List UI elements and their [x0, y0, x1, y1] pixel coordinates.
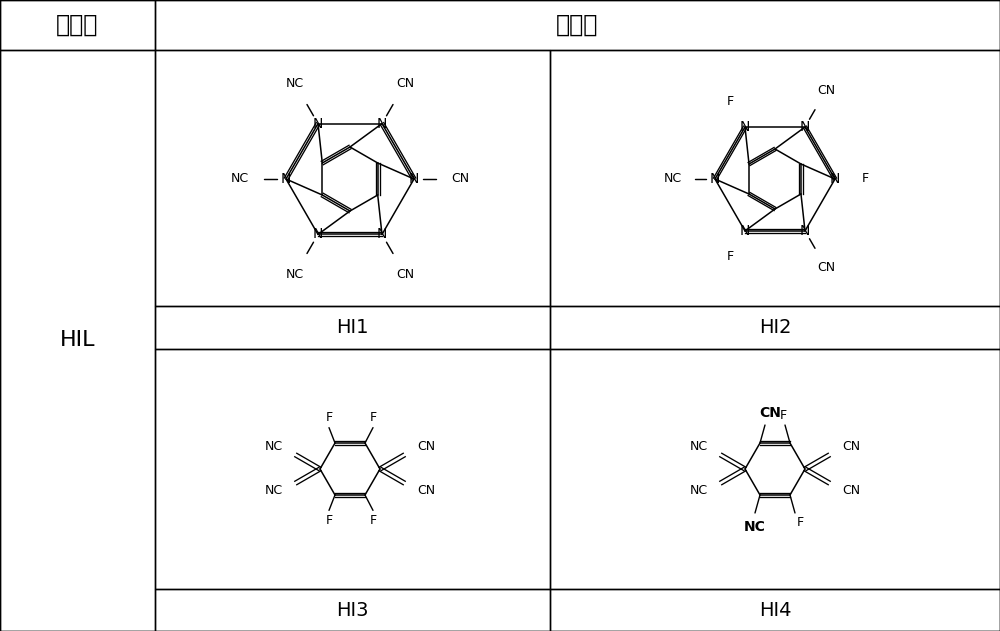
Text: CN: CN	[817, 84, 835, 97]
Text: NC: NC	[231, 172, 249, 186]
Text: HIL: HIL	[60, 331, 95, 350]
Text: F: F	[726, 95, 734, 107]
Text: N: N	[800, 120, 810, 134]
Text: CN: CN	[842, 440, 860, 454]
Text: CN: CN	[396, 77, 414, 90]
Text: HI1: HI1	[336, 318, 369, 337]
Text: F: F	[779, 408, 787, 422]
Text: N: N	[377, 227, 387, 242]
Text: N: N	[800, 224, 810, 238]
Text: N: N	[409, 172, 419, 186]
Text: N: N	[313, 117, 323, 131]
Text: NC: NC	[690, 440, 708, 454]
Text: F: F	[369, 411, 377, 423]
Text: F: F	[369, 514, 377, 528]
Text: CN: CN	[417, 440, 435, 454]
Text: HI3: HI3	[336, 601, 369, 620]
Text: F: F	[726, 251, 734, 263]
Text: 功能层: 功能层	[56, 13, 99, 37]
Text: N: N	[830, 172, 840, 186]
Text: CN: CN	[396, 268, 414, 281]
Text: F: F	[325, 411, 333, 423]
Text: CN: CN	[451, 172, 469, 186]
Text: N: N	[313, 227, 323, 242]
Text: N: N	[740, 224, 750, 238]
Text: NC: NC	[265, 485, 283, 497]
Text: CN: CN	[417, 485, 435, 497]
Text: NC: NC	[265, 440, 283, 454]
Text: N: N	[710, 172, 720, 186]
Text: NC: NC	[286, 268, 304, 281]
Text: F: F	[861, 172, 869, 186]
Text: CN: CN	[842, 485, 860, 497]
Text: NC: NC	[690, 485, 708, 497]
Text: NC: NC	[664, 172, 682, 186]
Text: 结构式: 结构式	[556, 13, 599, 37]
Text: F: F	[796, 517, 804, 529]
Text: NC: NC	[286, 77, 304, 90]
Text: N: N	[281, 172, 291, 186]
Text: NC: NC	[744, 520, 766, 534]
Text: HI2: HI2	[759, 318, 791, 337]
Text: CN: CN	[759, 406, 781, 420]
Text: F: F	[325, 514, 333, 528]
Text: HI4: HI4	[759, 601, 791, 620]
Text: N: N	[740, 120, 750, 134]
Text: N: N	[377, 117, 387, 131]
Text: CN: CN	[817, 261, 835, 274]
